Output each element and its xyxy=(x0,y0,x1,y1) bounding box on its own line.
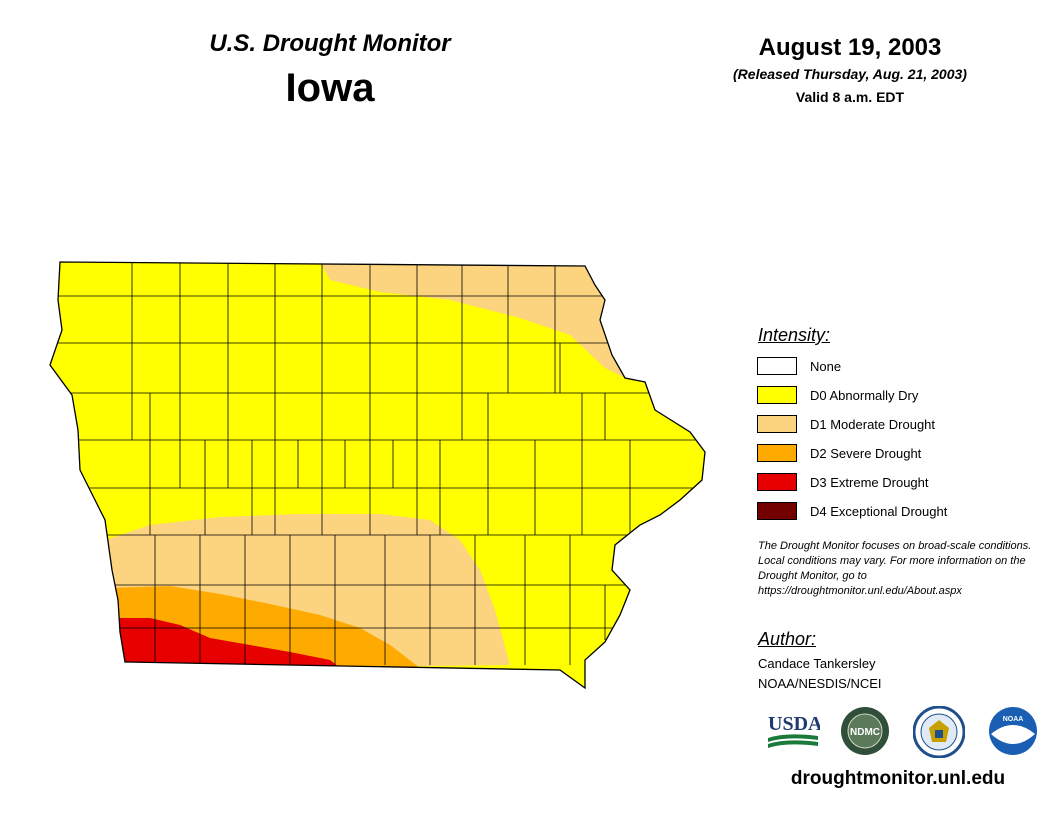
author-title: Author: xyxy=(758,629,817,649)
legend-title: Intensity: xyxy=(758,325,831,345)
map-date: August 19, 2003 xyxy=(758,34,942,61)
legend-item: D3 Extreme Drought xyxy=(757,472,929,492)
legend-swatch xyxy=(757,357,797,375)
legend-swatch xyxy=(757,502,797,520)
author-name: Candace Tankersley xyxy=(758,656,876,671)
svg-text:NDMC: NDMC xyxy=(850,727,880,738)
drought-monitor-note: The Drought Monitor focuses on broad-sca… xyxy=(758,540,1032,597)
iowa-drought-map xyxy=(49,261,706,690)
legend-swatch xyxy=(757,473,797,491)
ndmc-logo: NDMC xyxy=(841,707,889,755)
legend-item: D4 Exceptional Drought xyxy=(757,501,947,521)
release-date: (Released Thursday, Aug. 21, 2003) xyxy=(733,66,967,82)
valid-time: Valid 8 a.m. EDT xyxy=(795,89,905,105)
legend-item: None xyxy=(757,356,841,376)
d3-region xyxy=(100,618,345,672)
legend-label: D0 Abnormally Dry xyxy=(810,387,919,403)
d1-region-northeast xyxy=(320,262,625,378)
legend-label: D1 Moderate Drought xyxy=(810,416,936,432)
county-lines xyxy=(55,262,705,665)
author-organization: NOAA/NESDIS/NCEI xyxy=(758,676,882,691)
state-title: Iowa xyxy=(285,66,375,110)
legend-swatch xyxy=(757,415,797,433)
legend-label: None xyxy=(810,358,842,374)
legend-label: D4 Exceptional Drought xyxy=(810,503,948,519)
legend-item: D2 Severe Drought xyxy=(757,443,921,463)
legend-swatch xyxy=(757,386,797,404)
noaa-logo: NOAA xyxy=(989,707,1037,755)
legend-label: D2 Severe Drought xyxy=(810,445,922,461)
legend-item: D1 Moderate Drought xyxy=(757,414,935,434)
svg-text:NOAA: NOAA xyxy=(1003,716,1024,723)
svg-text:USDA: USDA xyxy=(768,713,820,735)
usda-logo: USDA xyxy=(768,713,820,748)
doc-seal-logo xyxy=(913,706,965,758)
legend-item: D0 Abnormally Dry xyxy=(757,385,918,405)
legend-swatch xyxy=(757,444,797,462)
iowa-outline xyxy=(49,261,706,690)
footer-url[interactable]: droughtmonitor.unl.edu xyxy=(790,768,1006,789)
monitor-title: U.S. Drought Monitor xyxy=(209,30,451,57)
legend-label: D3 Extreme Drought xyxy=(810,474,929,490)
